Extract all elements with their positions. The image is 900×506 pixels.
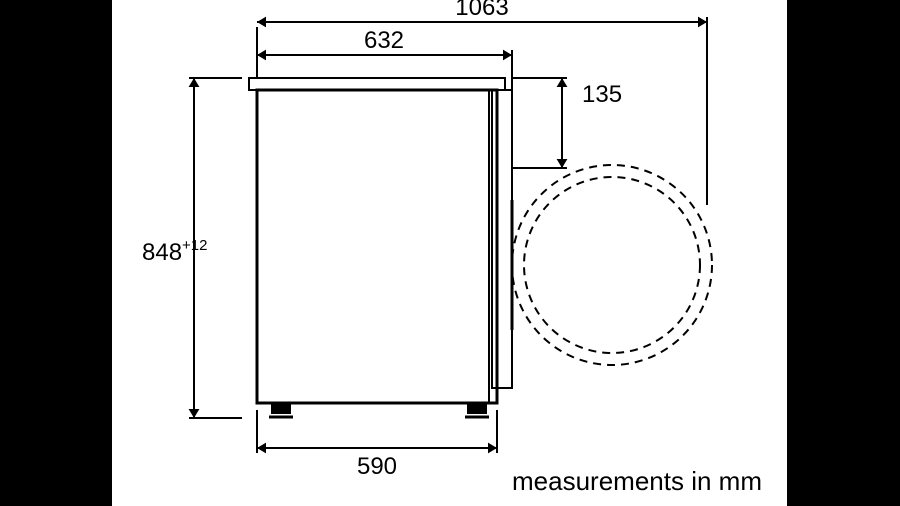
dim-height-label: 848+12 <box>142 237 208 266</box>
units-label: measurements in mm <box>512 466 762 496</box>
dim-135-label: 135 <box>582 81 622 108</box>
dim-width-label: 590 <box>357 453 397 480</box>
technical-drawing: 848+12 590 632 1063 135 measurements in mm <box>112 0 787 506</box>
dim-1063-label: 1063 <box>455 0 508 21</box>
diagram-canvas: 848+12 590 632 1063 135 measurements in mm <box>112 0 787 506</box>
dim-632-label: 632 <box>364 27 404 54</box>
